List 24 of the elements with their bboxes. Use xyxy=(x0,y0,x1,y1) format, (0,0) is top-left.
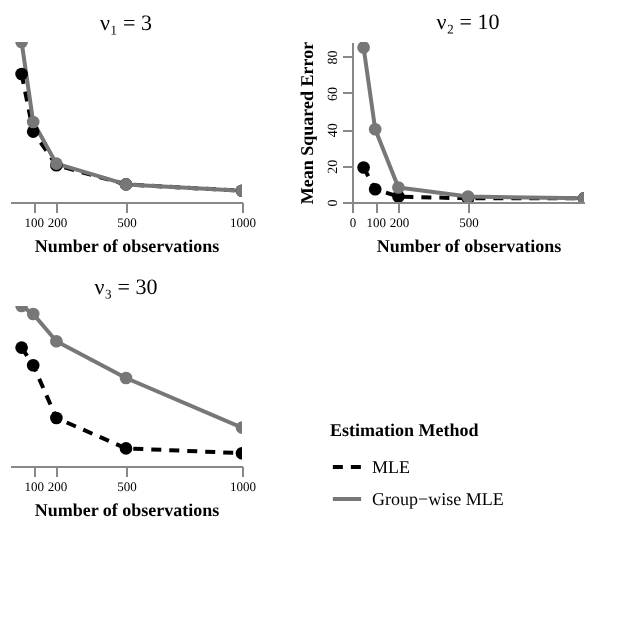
point xyxy=(368,182,382,196)
point xyxy=(392,181,405,194)
chart-title: ν₃ = 30 xyxy=(94,276,159,300)
x-axis-title: Number of observations xyxy=(34,500,221,520)
y-axis-title: Mean Squared Error xyxy=(297,41,317,205)
chart-title: ν₁ = 3 xyxy=(99,12,154,36)
point xyxy=(26,358,40,372)
point xyxy=(119,442,133,455)
point xyxy=(15,341,28,354)
point xyxy=(119,371,133,385)
point xyxy=(368,122,382,136)
legend-label: MLE xyxy=(372,457,411,477)
point xyxy=(26,307,40,321)
point xyxy=(50,334,63,348)
point xyxy=(50,411,63,425)
point xyxy=(357,161,370,174)
point xyxy=(357,42,370,54)
x-axis-title: Number of observations xyxy=(34,236,221,256)
legend-label: Group−wise MLE xyxy=(372,489,505,509)
point xyxy=(15,67,28,81)
legend-title: Estimation Method xyxy=(330,420,479,440)
x-axis-title: Number of observations xyxy=(376,236,563,256)
chart-title: ν₂ = 10 xyxy=(436,10,501,35)
point xyxy=(26,115,40,129)
